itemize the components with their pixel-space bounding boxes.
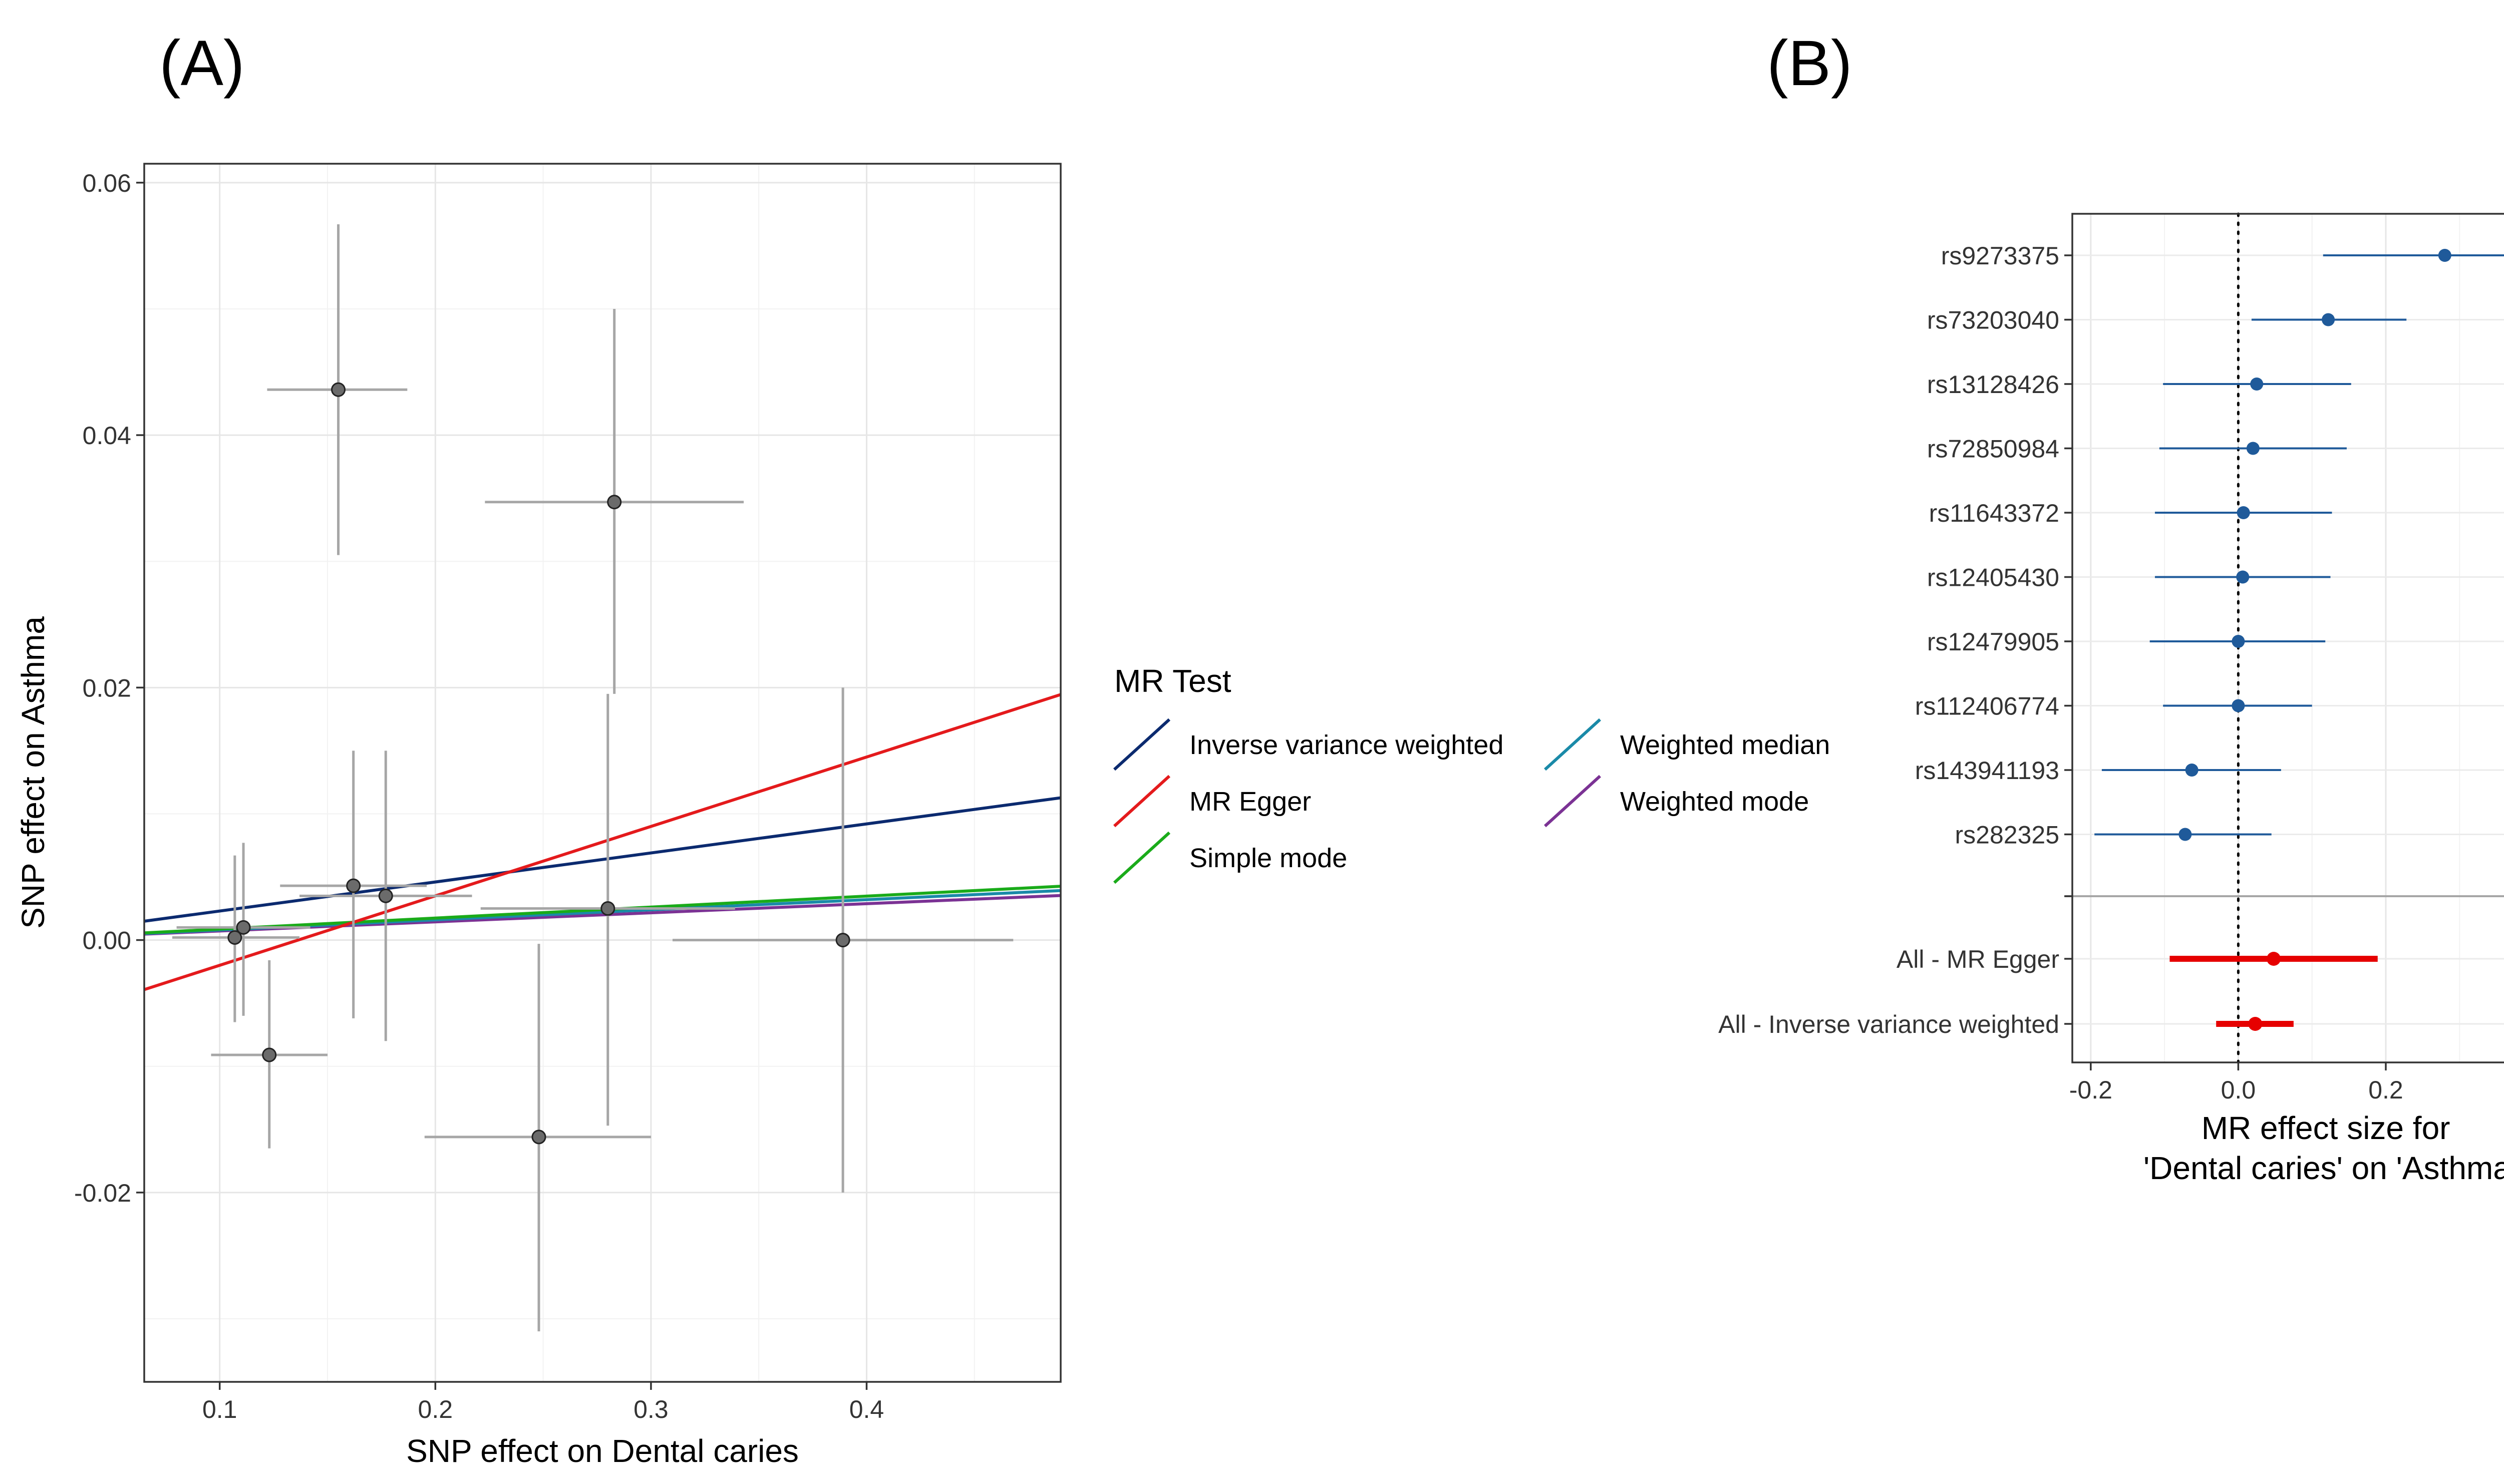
panel-b-label: (B) xyxy=(1767,28,1852,99)
summary-label: All - MR Egger xyxy=(1897,945,2059,973)
legend-label-simple: Simple mode xyxy=(1189,843,1347,873)
forest-plot-border xyxy=(2071,213,2504,1063)
y-tick-label: 0.00 xyxy=(83,927,131,955)
legend-label-ivw: Inverse variance weighted xyxy=(1189,730,1503,760)
snp-label: rs9273375 xyxy=(1941,242,2059,270)
legend-label-wmedian: Weighted median xyxy=(1620,730,1830,760)
snp-label: rs11643372 xyxy=(1929,499,2059,527)
scatter-panel: 0.1 0.2 0.3 0.4 -0.02 0.00 0.02 0.04 0.06 SNP ef… xyxy=(15,163,1062,1469)
regression-line-ivw xyxy=(144,796,1061,923)
summary-estimate-point xyxy=(2248,1017,2263,1031)
x-tick-label: 0.2 xyxy=(2368,1076,2403,1104)
y-tick-label: 0.02 xyxy=(83,674,131,702)
scatter-plot-border xyxy=(143,163,1062,1383)
legend-key-egger xyxy=(1113,775,1171,828)
regression-line-egger xyxy=(144,693,1061,991)
snp-label: rs143941193 xyxy=(1915,757,2059,785)
forest-x-axis-title-line-1: MR effect size for xyxy=(2202,1110,2450,1146)
snp-label: rs12479905 xyxy=(1927,628,2059,656)
summary-estimate-point xyxy=(2267,952,2281,966)
scatter-plot-background xyxy=(144,164,1061,1382)
y-tick-label: 0.04 xyxy=(83,422,131,450)
forest-x-axis-title: MR effect size for 'Dental caries' on 'A… xyxy=(2143,1110,2504,1186)
snp-label: rs12405430 xyxy=(1927,564,2059,592)
legend-label-egger: MR Egger xyxy=(1189,787,1311,817)
x-tick-label: 0.3 xyxy=(634,1395,669,1423)
panel-a-label: (A) xyxy=(159,28,245,99)
snp-estimate-point xyxy=(2236,570,2250,584)
x-tick-label: 0.0 xyxy=(2221,1076,2256,1104)
forest-x-axis-title-line-2: 'Dental caries' on 'Asthma' xyxy=(2143,1150,2504,1186)
y-tick-label: 0.06 xyxy=(83,169,131,197)
forest-panel: -0.20.00.20.4rs9273375rs73203040rs131284… xyxy=(1718,212,2504,1186)
snp-point xyxy=(531,1130,546,1145)
snp-estimate-point xyxy=(2232,699,2245,712)
snp-label: rs73203040 xyxy=(1927,306,2059,334)
snp-estimate-point xyxy=(2322,313,2335,326)
snp-point xyxy=(607,495,622,510)
snp-point xyxy=(600,901,615,916)
scatter-y-axis-title: SNP effect on Asthma xyxy=(15,616,51,929)
forest-axes: -0.20.00.20.4rs9273375rs73203040rs131284… xyxy=(1718,242,2403,1104)
snp-point xyxy=(331,382,346,397)
summary-label: All - Inverse variance weighted xyxy=(1718,1010,2059,1038)
legend-key-ivw xyxy=(1113,718,1171,771)
legend-key-simple xyxy=(1113,831,1171,884)
snp-estimate-point xyxy=(2246,442,2260,455)
snp-point xyxy=(236,920,251,935)
snp-label: rs112406774 xyxy=(1915,692,2059,720)
snp-estimate-point xyxy=(2438,249,2451,262)
y-tick-label: -0.02 xyxy=(74,1179,131,1207)
snp-points xyxy=(172,224,1014,1332)
snp-label: rs13128426 xyxy=(1927,370,2059,399)
snp-label: rs72850984 xyxy=(1927,435,2059,463)
snp-point xyxy=(227,930,242,945)
forest-marks xyxy=(2094,249,2504,1031)
snp-estimate-point xyxy=(2178,828,2192,841)
x-tick-label: 0.4 xyxy=(849,1395,884,1423)
x-tick-label: 0.2 xyxy=(418,1395,453,1423)
snp-estimate-point xyxy=(2237,506,2250,519)
legend-title: MR Test xyxy=(1114,663,1231,699)
scatter-gridlines xyxy=(144,164,1061,1382)
snp-estimate-point xyxy=(2250,378,2264,391)
scatter-x-axis-title: SNP effect on Dental caries xyxy=(406,1433,799,1469)
snp-point xyxy=(378,888,393,903)
legend: MR Test Inverse variance weighted MR Egge… xyxy=(1113,663,1830,884)
x-tick-label: 0.1 xyxy=(202,1395,237,1423)
legend-label-wmode: Weighted mode xyxy=(1620,787,1809,817)
snp-point xyxy=(346,878,361,893)
snp-label: rs282325 xyxy=(1955,821,2060,849)
forest-plot-background xyxy=(2072,214,2504,1062)
legend-items: Inverse variance weighted MR Egger Simple … xyxy=(1113,718,1830,884)
snp-point xyxy=(262,1047,277,1062)
snp-point xyxy=(835,933,850,948)
legend-key-wmedian xyxy=(1543,718,1602,771)
x-tick-label: -0.2 xyxy=(2069,1076,2112,1104)
legend-key-wmode xyxy=(1543,775,1602,828)
snp-estimate-point xyxy=(2232,635,2245,648)
snp-estimate-point xyxy=(2185,764,2199,777)
scatter-axes: 0.1 0.2 0.3 0.4 -0.02 0.00 0.02 0.04 0.06 xyxy=(74,169,884,1423)
